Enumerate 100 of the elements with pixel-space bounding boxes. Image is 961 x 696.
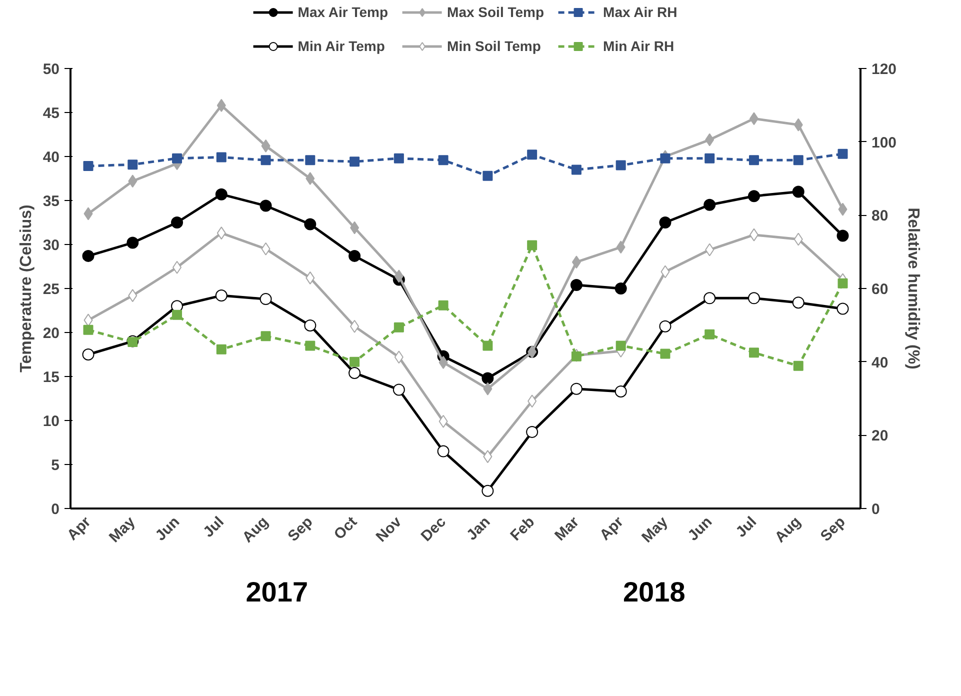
x-tick-label: Jun (684, 513, 716, 544)
point (792, 186, 804, 198)
point (84, 207, 93, 220)
point (261, 139, 270, 152)
point (260, 293, 272, 306)
point (660, 348, 670, 359)
y-tick-label: 15 (42, 369, 60, 386)
point (792, 296, 804, 309)
point (572, 256, 581, 269)
y2-tick-label: 20 (872, 428, 888, 445)
point (616, 160, 626, 170)
x-tick-label: Oct (330, 513, 361, 544)
x-tick-label: Mar (552, 513, 583, 544)
point (216, 152, 226, 162)
point (128, 160, 138, 170)
point (437, 445, 450, 458)
point (482, 484, 494, 497)
point (838, 278, 848, 288)
x-tick-label: Jul (732, 513, 760, 541)
point (128, 174, 138, 188)
point (216, 98, 226, 112)
point (260, 155, 271, 166)
point (82, 348, 94, 360)
x-tick-label: Dec (418, 513, 450, 545)
point (482, 372, 494, 384)
x-tick-label: Aug (772, 513, 804, 546)
point (614, 385, 627, 398)
point (216, 344, 226, 354)
text: 2018 (622, 576, 686, 608)
point (394, 270, 404, 283)
point (394, 350, 404, 364)
point (172, 153, 182, 164)
point (528, 394, 537, 408)
y-tick-label: 30 (42, 237, 60, 254)
legend-label: Max Soil Temp (447, 4, 544, 20)
point (348, 366, 361, 379)
point (748, 348, 759, 358)
point (306, 271, 315, 284)
point (704, 292, 716, 304)
point (749, 112, 758, 126)
x-tick-label: Apr (596, 513, 627, 544)
point (794, 118, 803, 132)
point (571, 164, 582, 175)
point (392, 384, 405, 396)
point (705, 243, 714, 256)
x-tick-label: May (106, 513, 140, 546)
point (350, 320, 360, 333)
point (438, 414, 448, 428)
point (82, 250, 94, 262)
point (571, 351, 582, 362)
y2-tick-label: 100 (872, 134, 897, 152)
point (748, 292, 760, 304)
point (704, 198, 716, 211)
legend-label: Min Air RH (603, 38, 674, 54)
legend-label: Min Soil Temp (447, 38, 541, 54)
y-tick-label: 40 (42, 149, 60, 166)
x-tick-label: Sep (817, 513, 849, 545)
point (172, 260, 182, 274)
y-tick-label: 35 (42, 193, 60, 210)
x-tick-label: Nov (372, 513, 406, 546)
point (526, 426, 538, 438)
y-tick-label: 5 (51, 457, 60, 474)
point (749, 228, 758, 242)
x-tick-label: Aug (239, 513, 272, 546)
point (794, 232, 803, 246)
point (836, 302, 849, 315)
point (83, 161, 94, 172)
point (128, 289, 138, 302)
point (527, 150, 538, 160)
point (438, 356, 448, 369)
point (171, 216, 184, 228)
point (215, 290, 228, 302)
y2-tick-label: 60 (872, 281, 888, 298)
point (306, 172, 315, 185)
point (616, 340, 626, 351)
x-tick-label: Apr (64, 513, 94, 544)
y-tick-label: 20 (42, 325, 60, 342)
point (304, 218, 316, 230)
point (748, 190, 760, 202)
point (348, 250, 361, 262)
text: 2017 (246, 576, 308, 608)
point (483, 382, 492, 396)
point (705, 133, 714, 146)
point (216, 226, 226, 240)
point (260, 331, 271, 342)
point (84, 314, 93, 327)
y2-axis-title: Relative humidity (%) (904, 208, 922, 370)
point (394, 322, 404, 332)
point (704, 329, 715, 340)
legend-label: Max Air RH (603, 4, 678, 20)
point (482, 170, 493, 181)
point (616, 240, 626, 254)
y2-tick-label: 80 (872, 208, 888, 225)
y-tick-label: 25 (42, 281, 60, 298)
y-axis-title: Temperature (Celsius) (18, 204, 35, 372)
point (305, 155, 316, 166)
point (304, 319, 316, 332)
y2-tick-label: 0 (872, 501, 880, 518)
point (793, 155, 804, 166)
x-tick-label: Jun (152, 513, 184, 544)
